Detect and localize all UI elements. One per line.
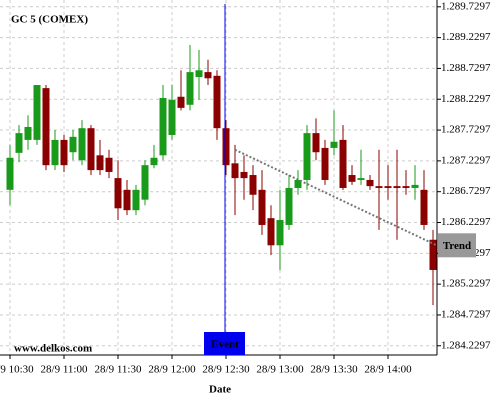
candle-body — [393, 186, 401, 188]
trend-label-box — [438, 233, 476, 258]
y-tick-label: 1.285.2297 — [441, 278, 491, 290]
candle-body — [141, 165, 149, 200]
candle-body — [267, 218, 275, 246]
trend-label: Trend — [443, 240, 471, 252]
candle-body — [321, 147, 329, 180]
x-tick-label: 28/9 13:30 — [310, 364, 358, 376]
event-label-box — [204, 332, 245, 355]
x-tick-label: 28/9 13:00 — [256, 364, 304, 376]
candle-body — [204, 72, 212, 79]
candle-body — [51, 139, 59, 166]
y-tick-label: 1.287.2297 — [441, 154, 491, 166]
y-tick-label: 1.287.7297 — [441, 124, 491, 136]
candle-body — [258, 189, 266, 225]
candle-body — [285, 187, 293, 225]
watermark: www.delkos.com — [14, 343, 92, 355]
candle-body — [60, 139, 68, 166]
candle-body — [150, 157, 158, 166]
candle-body — [375, 186, 383, 188]
candle-body — [213, 75, 221, 129]
y-tick-label: 1.288.2297 — [441, 93, 491, 105]
x-tick-label: 28/9 11:30 — [95, 364, 142, 376]
y-tick-label: 1.284.2297 — [441, 339, 491, 351]
trend-line — [234, 148, 438, 247]
candle-body — [429, 239, 437, 270]
candle-body — [294, 179, 302, 188]
candle-body — [123, 189, 131, 211]
candle-body — [366, 179, 374, 187]
candle-body — [114, 178, 122, 209]
x-tick-label: 28/9 11:00 — [41, 364, 88, 376]
candle-body — [159, 97, 167, 156]
candle-body — [357, 178, 365, 180]
candle-body — [6, 157, 14, 190]
x-axis-title: Date — [209, 384, 231, 396]
chart-title: GC 5 (COMEX) — [11, 14, 88, 26]
x-tick-label: 28/9 10:30 — [0, 364, 34, 376]
y-tick-label: 1.289.7297 — [441, 0, 491, 12]
x-tick-label: 28/9 14:00 — [364, 364, 412, 376]
candle-body — [402, 186, 410, 188]
candle-body — [132, 189, 140, 211]
candle-body — [24, 126, 32, 140]
x-tick-label: 28/9 12:30 — [202, 364, 250, 376]
candle-body — [330, 141, 338, 148]
y-tick-label: 1.288.7297 — [441, 62, 491, 74]
candle-body — [276, 220, 284, 246]
candle-body — [312, 133, 320, 153]
event-label: Event — [211, 339, 239, 351]
y-tick-label: 1.286.7297 — [441, 185, 491, 197]
candle-body — [348, 175, 356, 182]
candle-body — [303, 133, 311, 180]
x-tick-label: 28/9 12:00 — [148, 364, 196, 376]
candle-body — [186, 72, 194, 105]
y-tick-label: 1.284.7297 — [441, 308, 491, 320]
candle-body — [87, 128, 95, 171]
candle-body — [33, 85, 41, 140]
y-tick-label: 1.286.2297 — [441, 216, 491, 228]
candle-body — [249, 175, 257, 195]
y-tick-label: 1.289.2297 — [441, 31, 491, 43]
candle-body — [339, 139, 347, 188]
candle-body — [105, 157, 113, 172]
candle-body — [231, 163, 239, 179]
candle-body — [195, 70, 203, 78]
candle-body — [222, 128, 230, 166]
candle-body — [420, 189, 428, 225]
candle-body — [411, 184, 419, 188]
candle-body — [168, 99, 176, 135]
candle-body — [69, 136, 77, 153]
candle-body — [240, 171, 248, 179]
candle-body — [177, 96, 185, 108]
candle-body — [15, 133, 23, 153]
candle-body — [96, 155, 104, 171]
candle-body — [42, 88, 50, 166]
candle-body — [384, 186, 392, 188]
candle-body — [78, 128, 86, 161]
